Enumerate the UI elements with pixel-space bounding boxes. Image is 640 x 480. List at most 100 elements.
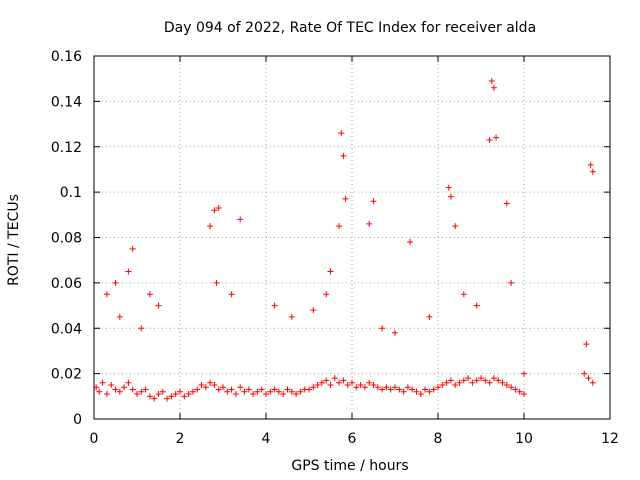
data-point [310,384,317,391]
data-point [516,388,523,395]
data-point [366,220,373,227]
data-point [521,370,527,377]
data-point [417,391,424,398]
data-point [473,377,480,384]
data-point [172,391,179,398]
data-point [228,386,235,393]
data-point [213,279,220,286]
data-point [482,377,489,384]
data-point [96,388,103,395]
data-point [241,388,248,395]
y-axis-ticks: 0 0.02 0.04 0.06 0.08 0.1 0.12 0.14 0.16 [51,49,610,428]
grid-lines [94,56,610,419]
data-point [267,388,274,395]
data-point [138,325,145,332]
data-point [108,381,115,388]
data-point [331,375,338,382]
data-point [245,386,252,393]
data-point [392,384,398,391]
data-point [99,379,106,386]
data-point [125,379,132,386]
data-point [189,388,196,395]
data-point [159,388,166,395]
data-point [583,341,590,348]
data-point [103,291,110,298]
y-tick-label: 0.08 [51,231,82,247]
data-point [400,388,407,395]
data-point [211,207,218,214]
data-point [495,377,502,384]
data-point [271,302,278,309]
data-point [146,291,153,298]
data-point [589,168,596,175]
y-tick-label: 0 [73,412,82,428]
data-point [374,384,381,391]
data-point [430,386,437,393]
y-tick-label: 0.06 [51,276,82,292]
data-point [181,393,188,400]
data-point [142,386,149,393]
data-point [452,223,459,230]
data-point [488,77,495,84]
y-tick-label: 0.12 [51,140,82,156]
data-point [93,384,100,391]
data-point [327,268,334,275]
y-tick-label: 0.16 [51,49,82,65]
data-point [215,386,222,393]
data-point [486,136,493,143]
data-point [310,307,317,314]
data-point [275,388,282,395]
data-point [134,391,140,398]
data-point [379,325,386,332]
data-point [361,384,368,391]
data-point [426,388,433,395]
data-point [460,377,467,384]
data-point [465,375,472,382]
data-point [129,386,136,393]
data-point [413,388,420,395]
data-point [336,379,343,386]
data-point [340,152,347,159]
data-point [250,391,257,398]
data-point [426,313,433,320]
data-point [125,268,132,275]
data-point [314,381,321,388]
data-point [435,384,441,391]
data-point [293,391,300,398]
data-point [379,386,386,393]
data-point [207,223,214,230]
data-point [336,223,343,230]
y-tick-label: 0.1 [60,185,82,201]
data-point [284,386,291,393]
data-point [297,388,304,395]
data-point [447,377,454,384]
data-point [370,198,377,205]
data-point [318,379,325,386]
data-point [439,381,446,388]
data-point [151,395,158,402]
data-point [493,134,500,141]
data-point [340,377,347,384]
x-tick-label: 10 [515,431,533,447]
data-point [164,395,171,402]
data-point [486,379,493,386]
data-point [306,386,312,393]
data-point [353,384,360,391]
data-point [447,193,454,200]
data-point [211,381,218,388]
data-point [452,381,459,388]
data-point [460,291,467,298]
data-points [93,77,596,402]
data-point [288,313,295,320]
data-point [392,329,398,336]
data-point [503,200,510,207]
data-point [589,379,596,386]
x-tick-label: 8 [434,431,443,447]
data-point [146,393,153,400]
data-point [366,379,373,386]
data-point [490,375,497,382]
data-point [237,384,244,391]
data-point [349,379,355,386]
data-point [581,370,588,377]
